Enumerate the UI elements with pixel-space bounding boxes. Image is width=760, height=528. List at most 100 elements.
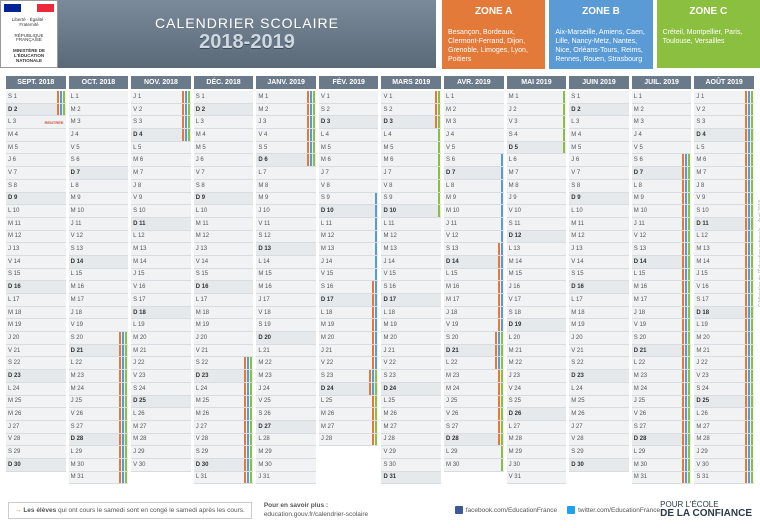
day-cell: M 11	[6, 218, 66, 231]
day-cell: S 29	[6, 446, 66, 459]
vacation-bars	[119, 370, 127, 382]
day-cell: M 6	[319, 154, 379, 167]
day-label: V 12	[69, 233, 89, 239]
day-label: L 12	[694, 233, 714, 239]
vacation-bars	[307, 91, 315, 103]
day-label: S 26	[256, 411, 276, 417]
day-label: S 10	[131, 208, 151, 214]
day-cell: J 8	[694, 180, 754, 193]
bar-zone-c	[63, 91, 65, 103]
day-label: D 11	[131, 221, 151, 227]
note-rest: qui ont cours le samedi sont en congé le…	[58, 507, 245, 514]
bar-zone-c	[688, 307, 690, 319]
day-label: M 6	[319, 157, 339, 163]
bar-zone-a	[372, 357, 374, 369]
day-cell: V 16	[694, 281, 754, 294]
day-label: D 7	[69, 170, 89, 176]
day-label: V 2	[694, 107, 714, 113]
day-cell: D 4	[131, 129, 191, 142]
days-list: J 1V 2S 3D 4L 5M 6M 7J 8V 9S 10D 11L 12M…	[131, 91, 191, 484]
vacation-bars	[307, 129, 315, 141]
day-label: J 30	[507, 462, 527, 468]
day-cell: D 21	[632, 345, 692, 358]
bar-zone-b	[685, 472, 687, 484]
bar-zone-b	[748, 421, 750, 433]
vacation-bars	[745, 180, 753, 192]
day-cell: J 27	[569, 421, 629, 434]
title-year: 2018-2019	[72, 31, 422, 54]
bar-zone-c	[688, 281, 690, 293]
bar-zone-b	[685, 231, 687, 243]
day-label: D 25	[131, 398, 151, 404]
fb-link[interactable]: facebook.com/EducationFrance	[455, 506, 557, 514]
bar-zone-a	[682, 180, 684, 192]
day-label: V 16	[131, 284, 151, 290]
day-cell: V 30	[694, 459, 754, 472]
bar-zone-b	[748, 205, 750, 217]
bar-zone-b	[247, 396, 249, 408]
bar-zone-c	[313, 104, 315, 116]
day-cell: D 13	[256, 243, 316, 256]
bar-zone-a	[307, 142, 309, 154]
day-label: S 22	[194, 360, 214, 366]
vacation-bars	[745, 446, 753, 458]
month-col: OCT. 2018L 1M 2M 3J 4V 5S 6D 7L 8M 9M 10…	[69, 76, 129, 484]
day-cell: L 24	[6, 383, 66, 396]
day-cell: J 13	[6, 243, 66, 256]
day-label: M 24	[444, 386, 464, 392]
zone-header: ZONE C	[657, 0, 760, 23]
day-label: V 5	[69, 145, 89, 151]
day-label: V 12	[632, 233, 652, 239]
day-label: J 11	[444, 221, 464, 227]
tw-link[interactable]: twitter.com/EducationFrance	[567, 506, 660, 514]
day-cell: J 6	[569, 154, 629, 167]
vacation-bars	[745, 193, 753, 205]
day-cell: L 20	[507, 332, 567, 345]
vacation-bars	[498, 396, 503, 408]
day-cell: S 1	[569, 91, 629, 104]
bar-zone-a	[498, 281, 500, 293]
day-label: V 14	[569, 259, 589, 265]
bar-zone-a	[745, 357, 747, 369]
bar-zone-c	[751, 218, 753, 230]
day-cell: M 9	[444, 193, 504, 206]
day-cell: D 24	[381, 383, 441, 396]
vacation-bars	[745, 218, 753, 230]
day-cell: D 2	[194, 104, 254, 117]
day-cell: M 13	[319, 243, 379, 256]
day-label: M 6	[381, 157, 401, 163]
day-label: D 16	[6, 284, 26, 290]
day-cell: M 19	[6, 319, 66, 332]
day-label: M 25	[194, 398, 214, 404]
day-cell: V 14	[569, 256, 629, 269]
day-label: M 11	[6, 221, 26, 227]
day-cell: V 3	[507, 116, 567, 129]
bar-zone-b	[375, 231, 377, 243]
day-label: V 8	[319, 183, 339, 189]
vacation-bars	[119, 383, 127, 395]
bar-zone-c	[751, 256, 753, 268]
day-label: S 24	[131, 386, 151, 392]
days-list: S 1D 2L 3RENTRÉEM 4M 5J 6V 7S 8D 9L 10M …	[6, 91, 66, 484]
bar-zone-c	[751, 167, 753, 179]
month-header: SEPT. 2018	[6, 76, 66, 89]
bar-zone-a	[682, 205, 684, 217]
bar-zone-c	[501, 446, 503, 458]
month-col: DÉC. 2018S 1D 2L 3M 4M 5J 6V 7S 8D 9L 10…	[194, 76, 254, 484]
day-label: S 27	[69, 424, 89, 430]
day-label: M 19	[381, 322, 401, 328]
bar-zone-b	[501, 256, 503, 268]
month-header: DÉC. 2018	[194, 76, 254, 89]
day-cell: S 22	[569, 357, 629, 370]
day-label: D 9	[569, 195, 589, 201]
bar-zone-c	[438, 154, 440, 166]
vacation-bars	[498, 269, 503, 281]
day-cell: J 28	[381, 434, 441, 447]
day-cell: M 30	[256, 459, 316, 472]
bar-zone-b	[685, 281, 687, 293]
vacation-bars	[119, 396, 127, 408]
day-label: J 14	[381, 259, 401, 265]
day-label: J 25	[632, 398, 652, 404]
day-cell: V 15	[319, 269, 379, 282]
day-label: V 7	[194, 170, 214, 176]
